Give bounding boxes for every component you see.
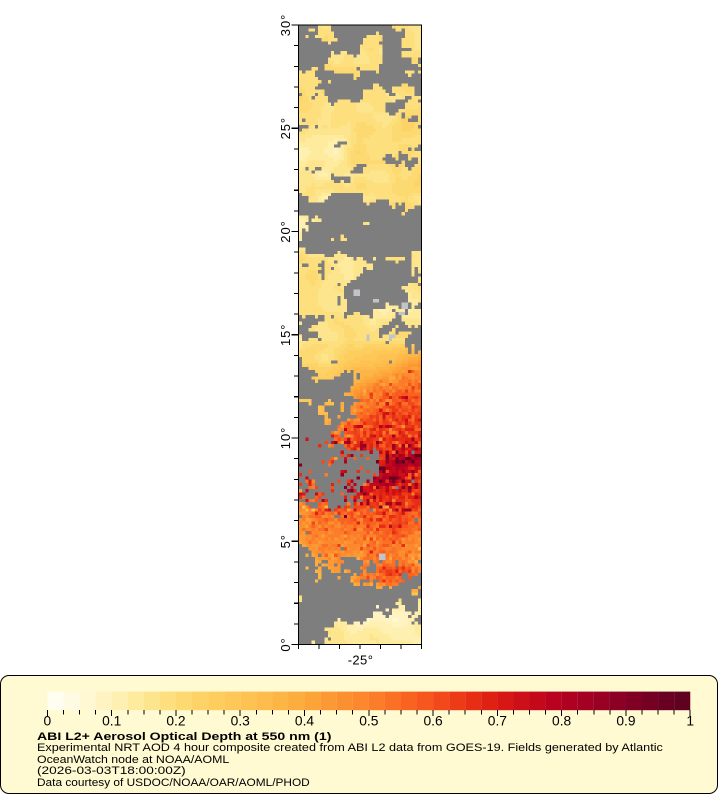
svg-text:0.2: 0.2 [166, 713, 185, 728]
svg-text:0°: 0° [278, 637, 293, 651]
svg-text:25°: 25° [278, 117, 293, 139]
svg-text:0.6: 0.6 [423, 713, 443, 728]
svg-text:0.5: 0.5 [359, 713, 379, 728]
svg-text:0.4: 0.4 [295, 713, 315, 728]
svg-text:0.9: 0.9 [616, 713, 636, 728]
svg-text:20°: 20° [278, 220, 293, 242]
svg-text:0.8: 0.8 [552, 713, 572, 728]
svg-text:5°: 5° [278, 534, 293, 548]
svg-text:1: 1 [686, 713, 694, 728]
svg-text:30°: 30° [278, 14, 293, 36]
svg-text:15°: 15° [278, 324, 293, 346]
svg-text:0: 0 [44, 713, 52, 728]
svg-text:0.3: 0.3 [231, 713, 251, 728]
svg-text:-25°: -25° [348, 652, 374, 667]
svg-text:0.1: 0.1 [102, 713, 121, 728]
svg-text:0.7: 0.7 [488, 713, 507, 728]
svg-text:10°: 10° [278, 427, 293, 449]
